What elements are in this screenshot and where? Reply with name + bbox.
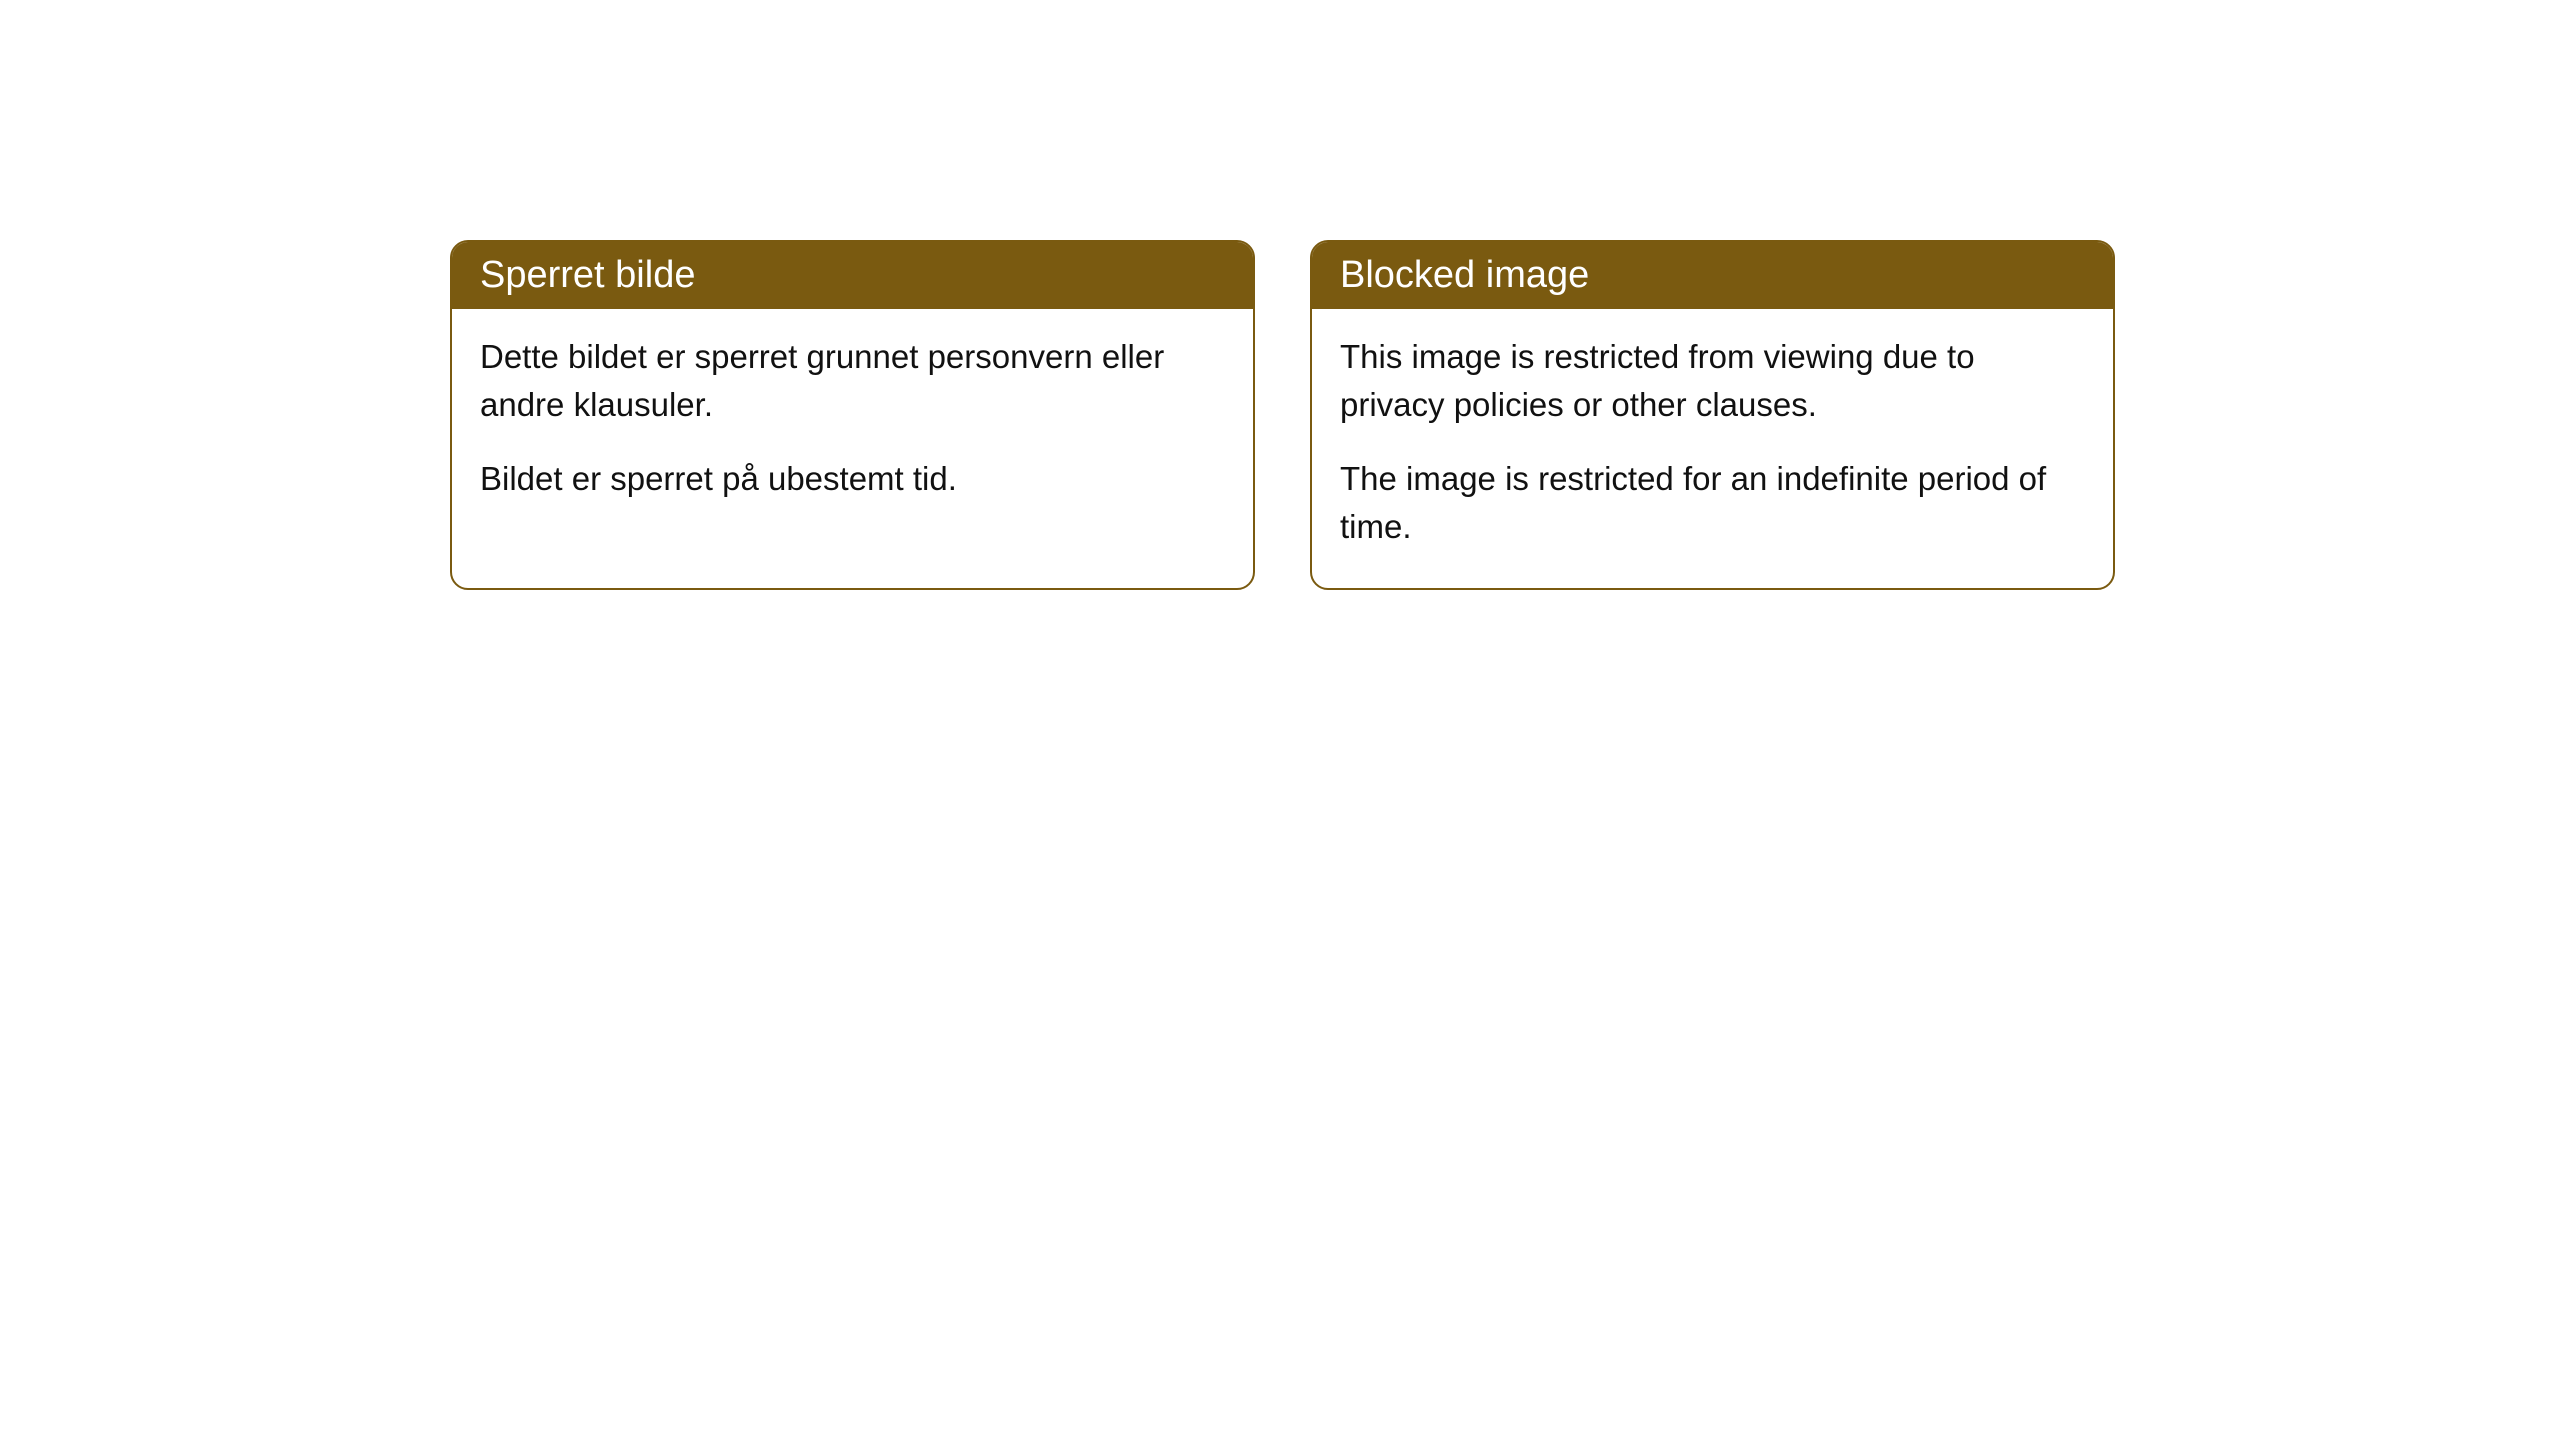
card-title: Sperret bilde (480, 254, 695, 296)
card-body: This image is restricted from viewing du… (1312, 309, 2113, 588)
card-body: Dette bildet er sperret grunnet personve… (452, 309, 1253, 541)
card-paragraph: Dette bildet er sperret grunnet personve… (480, 333, 1225, 429)
cards-container: Sperret bilde Dette bildet er sperret gr… (450, 240, 2560, 590)
card-paragraph: Bildet er sperret på ubestemt tid. (480, 455, 1225, 503)
card-norwegian: Sperret bilde Dette bildet er sperret gr… (450, 240, 1255, 590)
card-english: Blocked image This image is restricted f… (1310, 240, 2115, 590)
card-paragraph: The image is restricted for an indefinit… (1340, 455, 2085, 551)
card-header: Sperret bilde (452, 242, 1253, 309)
card-header: Blocked image (1312, 242, 2113, 309)
card-paragraph: This image is restricted from viewing du… (1340, 333, 2085, 429)
card-title: Blocked image (1340, 254, 1589, 296)
